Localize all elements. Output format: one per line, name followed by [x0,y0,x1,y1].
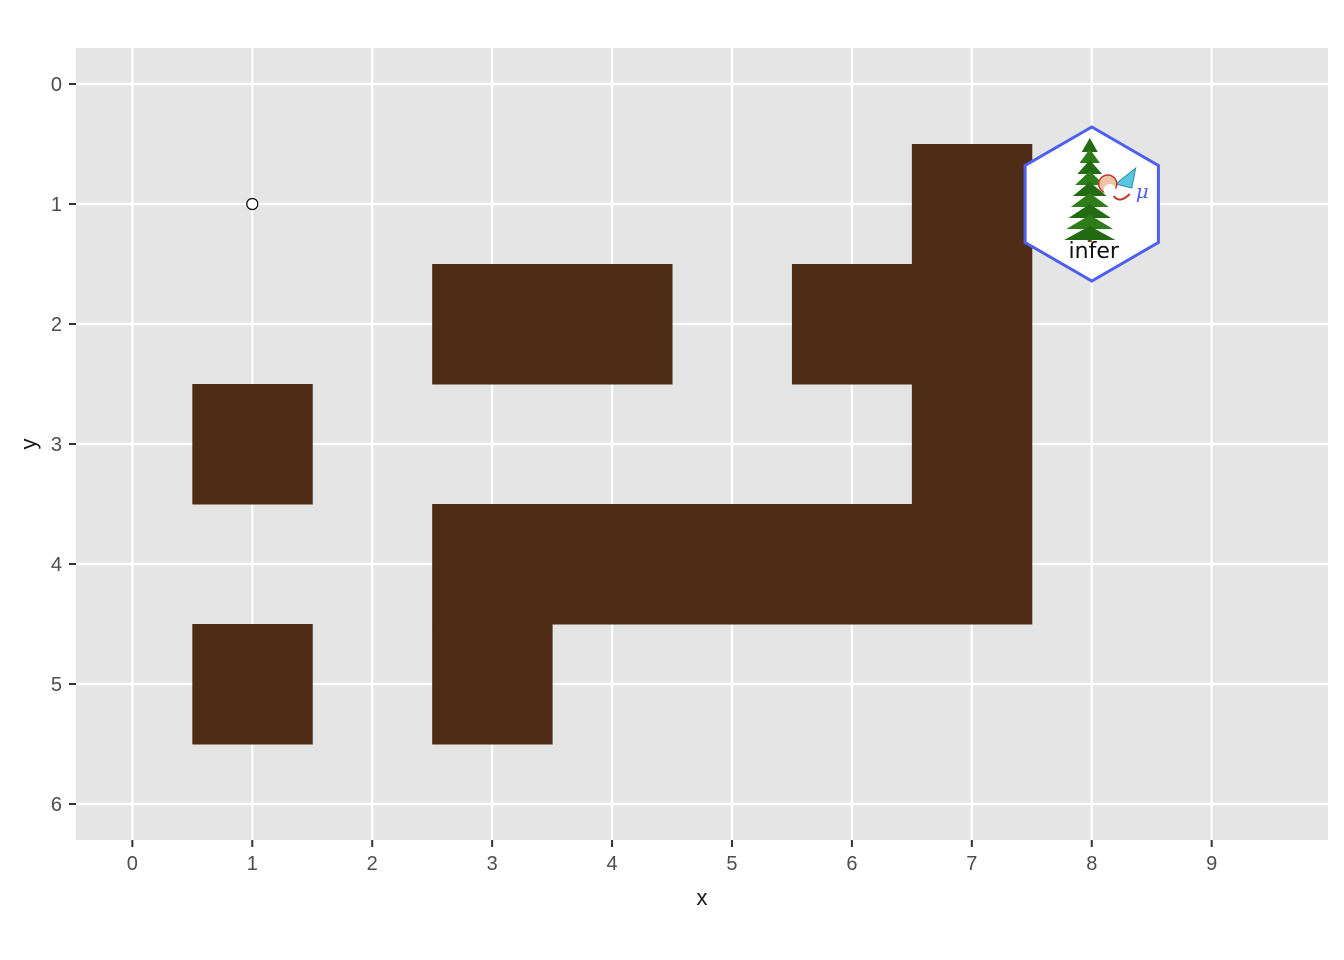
tile [432,504,553,625]
y-tick-label: 3 [51,434,62,456]
tile [432,264,553,385]
tile [192,384,313,505]
tree-icon [1064,138,1116,242]
tile [911,384,1033,505]
y-tick-label: 0 [51,74,62,96]
x-tick-label: 5 [726,853,737,875]
x-tick-label: 6 [846,853,857,875]
points-layer [246,197,259,211]
tile [911,264,1033,385]
y-tick-label: 1 [51,194,62,216]
logo-text: infer [1069,239,1120,264]
tile [791,264,913,385]
y-axis-title: y [16,439,41,450]
tile [911,144,1033,265]
tile [432,624,553,745]
y-tick-label: 6 [51,794,62,816]
tile [672,504,793,625]
point-open-circle [246,197,259,211]
tile [192,624,313,745]
x-tick-label: 4 [606,853,617,875]
tile [552,264,673,385]
tiles-layer [192,144,1033,745]
y-tick-label: 4 [51,554,62,576]
y-axis: 0 1 2 3 4 5 6 [51,74,76,816]
x-tick-label: 3 [487,853,498,875]
x-tick-label: 1 [247,853,258,875]
x-tick-label: 9 [1206,853,1217,875]
x-tick-label: 8 [1086,853,1097,875]
x-axis: 0 1 2 3 4 5 6 7 8 9 [127,840,1217,875]
tile [552,504,673,625]
gnome-icon: μ [1098,166,1149,203]
x-axis-title: x [697,885,708,910]
tile [911,504,1033,625]
x-tick-label: 2 [367,853,378,875]
y-tick-label: 5 [51,674,62,696]
tile [791,504,913,625]
infer-logo: μ infer [1023,125,1160,283]
x-tick-label: 7 [966,853,977,875]
x-tick-label: 0 [127,853,138,875]
svg-text:μ: μ [1136,179,1149,203]
y-tick-label: 2 [51,314,62,336]
